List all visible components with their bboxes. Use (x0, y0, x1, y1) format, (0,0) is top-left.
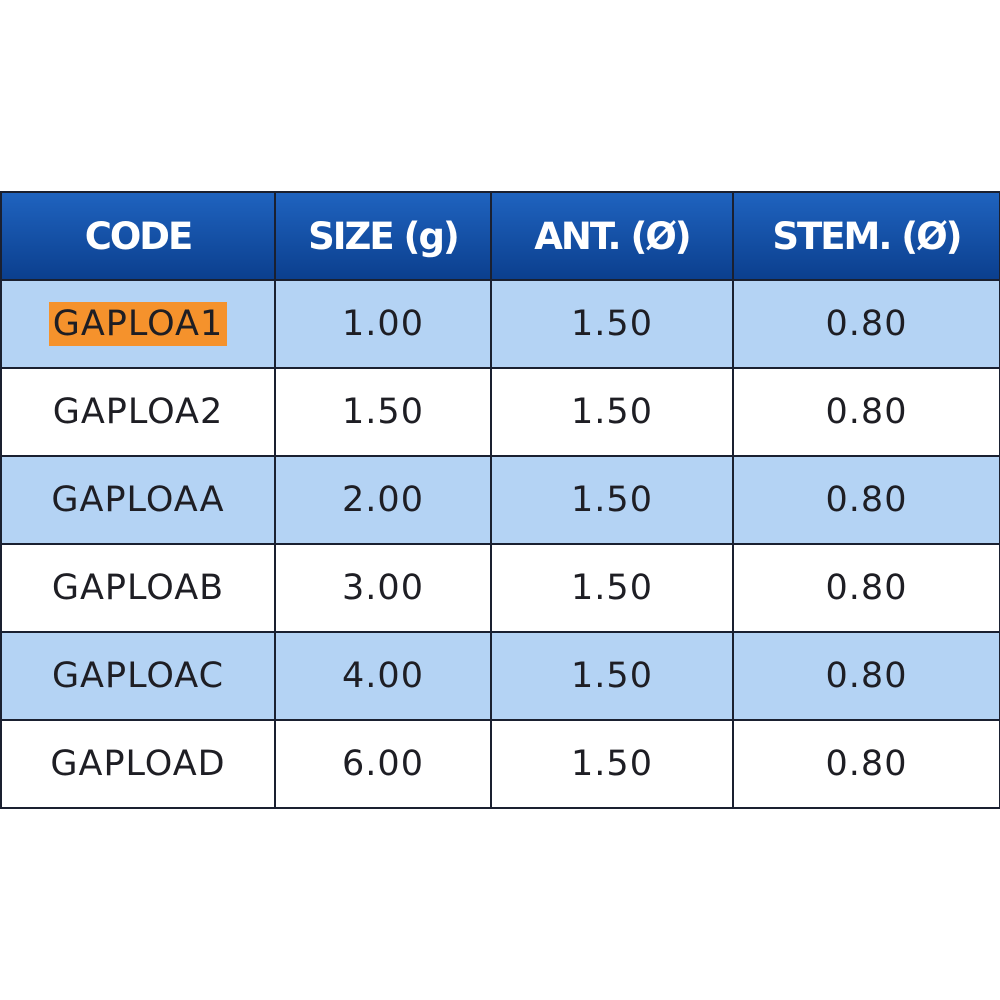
cell-ant: 1.50 (490, 631, 734, 721)
cell-code: GAPLOAD (0, 719, 276, 809)
table-row: GAPLOAC 4.00 1.50 0.80 (0, 631, 1000, 721)
cell-stem: 0.80 (732, 719, 1000, 809)
header-row: CODE SIZE (g) ANT. (Ø) STEM. (Ø) (0, 191, 1000, 281)
cell-code: GAPLOA1 (0, 279, 276, 369)
cell-stem: 0.80 (732, 631, 1000, 721)
cell-size: 1.50 (274, 367, 492, 457)
header-stem: STEM. (Ø) (732, 191, 1000, 281)
table-row: GAPLOA2 1.50 1.50 0.80 (0, 367, 1000, 457)
cell-value: 3.00 (342, 568, 424, 608)
cell-code: GAPLOAC (0, 631, 276, 721)
cell-size: 4.00 (274, 631, 492, 721)
product-code: GAPLOAB (51, 568, 225, 608)
table-row: GAPLOAA 2.00 1.50 0.80 (0, 455, 1000, 545)
product-code: GAPLOAD (50, 744, 226, 784)
cell-ant: 1.50 (490, 719, 734, 809)
cell-stem: 0.80 (732, 455, 1000, 545)
cell-ant: 1.50 (490, 455, 734, 545)
cell-value: 6.00 (342, 744, 424, 784)
cell-size: 1.00 (274, 279, 492, 369)
cell-value: 1.50 (571, 480, 653, 520)
cell-size: 6.00 (274, 719, 492, 809)
table-row: GAPLOAD 6.00 1.50 0.80 (0, 719, 1000, 809)
cell-ant: 1.50 (490, 543, 734, 633)
cell-value: 1.50 (571, 392, 653, 432)
header-ant: ANT. (Ø) (490, 191, 734, 281)
cell-size: 2.00 (274, 455, 492, 545)
cell-ant: 1.50 (490, 367, 734, 457)
cell-value: 4.00 (342, 656, 424, 696)
cell-value: 1.50 (571, 656, 653, 696)
cell-value: 1.00 (342, 304, 424, 344)
product-code: GAPLOA2 (52, 392, 224, 432)
cell-value: 0.80 (825, 568, 908, 608)
cell-code: GAPLOAA (0, 455, 276, 545)
cell-stem: 0.80 (732, 279, 1000, 369)
header-size: SIZE (g) (274, 191, 492, 281)
cell-value: 1.50 (571, 568, 653, 608)
cell-value: 0.80 (825, 304, 908, 344)
product-table: CODE SIZE (g) ANT. (Ø) STEM. (Ø) GAPLOA1… (0, 191, 1000, 809)
cell-value: 1.50 (571, 304, 653, 344)
table-row: GAPLOA1 1.00 1.50 0.80 (0, 279, 1000, 369)
cell-stem: 0.80 (732, 367, 1000, 457)
cell-ant: 1.50 (490, 279, 734, 369)
table-row: GAPLOAB 3.00 1.50 0.80 (0, 543, 1000, 633)
cell-value: 0.80 (825, 480, 908, 520)
product-code: GAPLOA1 (48, 302, 228, 346)
header-code: CODE (0, 191, 276, 281)
cell-value: 0.80 (825, 392, 908, 432)
cell-size: 3.00 (274, 543, 492, 633)
cell-code: GAPLOAB (0, 543, 276, 633)
cell-stem: 0.80 (732, 543, 1000, 633)
cell-value: 2.00 (342, 480, 424, 520)
cell-value: 0.80 (825, 744, 908, 784)
cell-value: 0.80 (825, 656, 908, 696)
cell-value: 1.50 (342, 392, 424, 432)
cell-value: 1.50 (571, 744, 653, 784)
product-code: GAPLOAC (51, 656, 225, 696)
product-code: GAPLOAA (51, 480, 225, 520)
cell-code: GAPLOA2 (0, 367, 276, 457)
